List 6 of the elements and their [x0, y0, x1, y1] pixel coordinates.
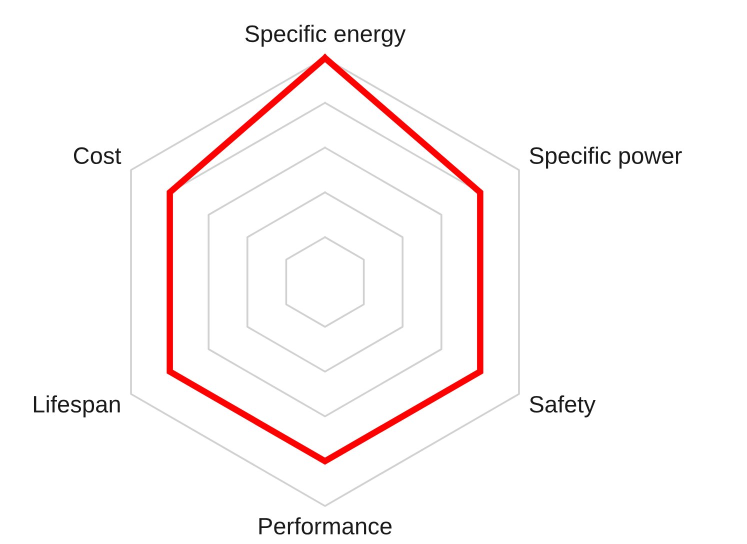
- spoke-label: Safety: [530, 395, 596, 418]
- spoke-label: Performance: [259, 517, 392, 535]
- spoke-label: Cost: [74, 147, 122, 164]
- spoke-label: Specific power: [530, 146, 682, 169]
- spoke-label: Lifespan: [34, 395, 120, 418]
- spoke-label: Specific energy: [245, 24, 406, 47]
